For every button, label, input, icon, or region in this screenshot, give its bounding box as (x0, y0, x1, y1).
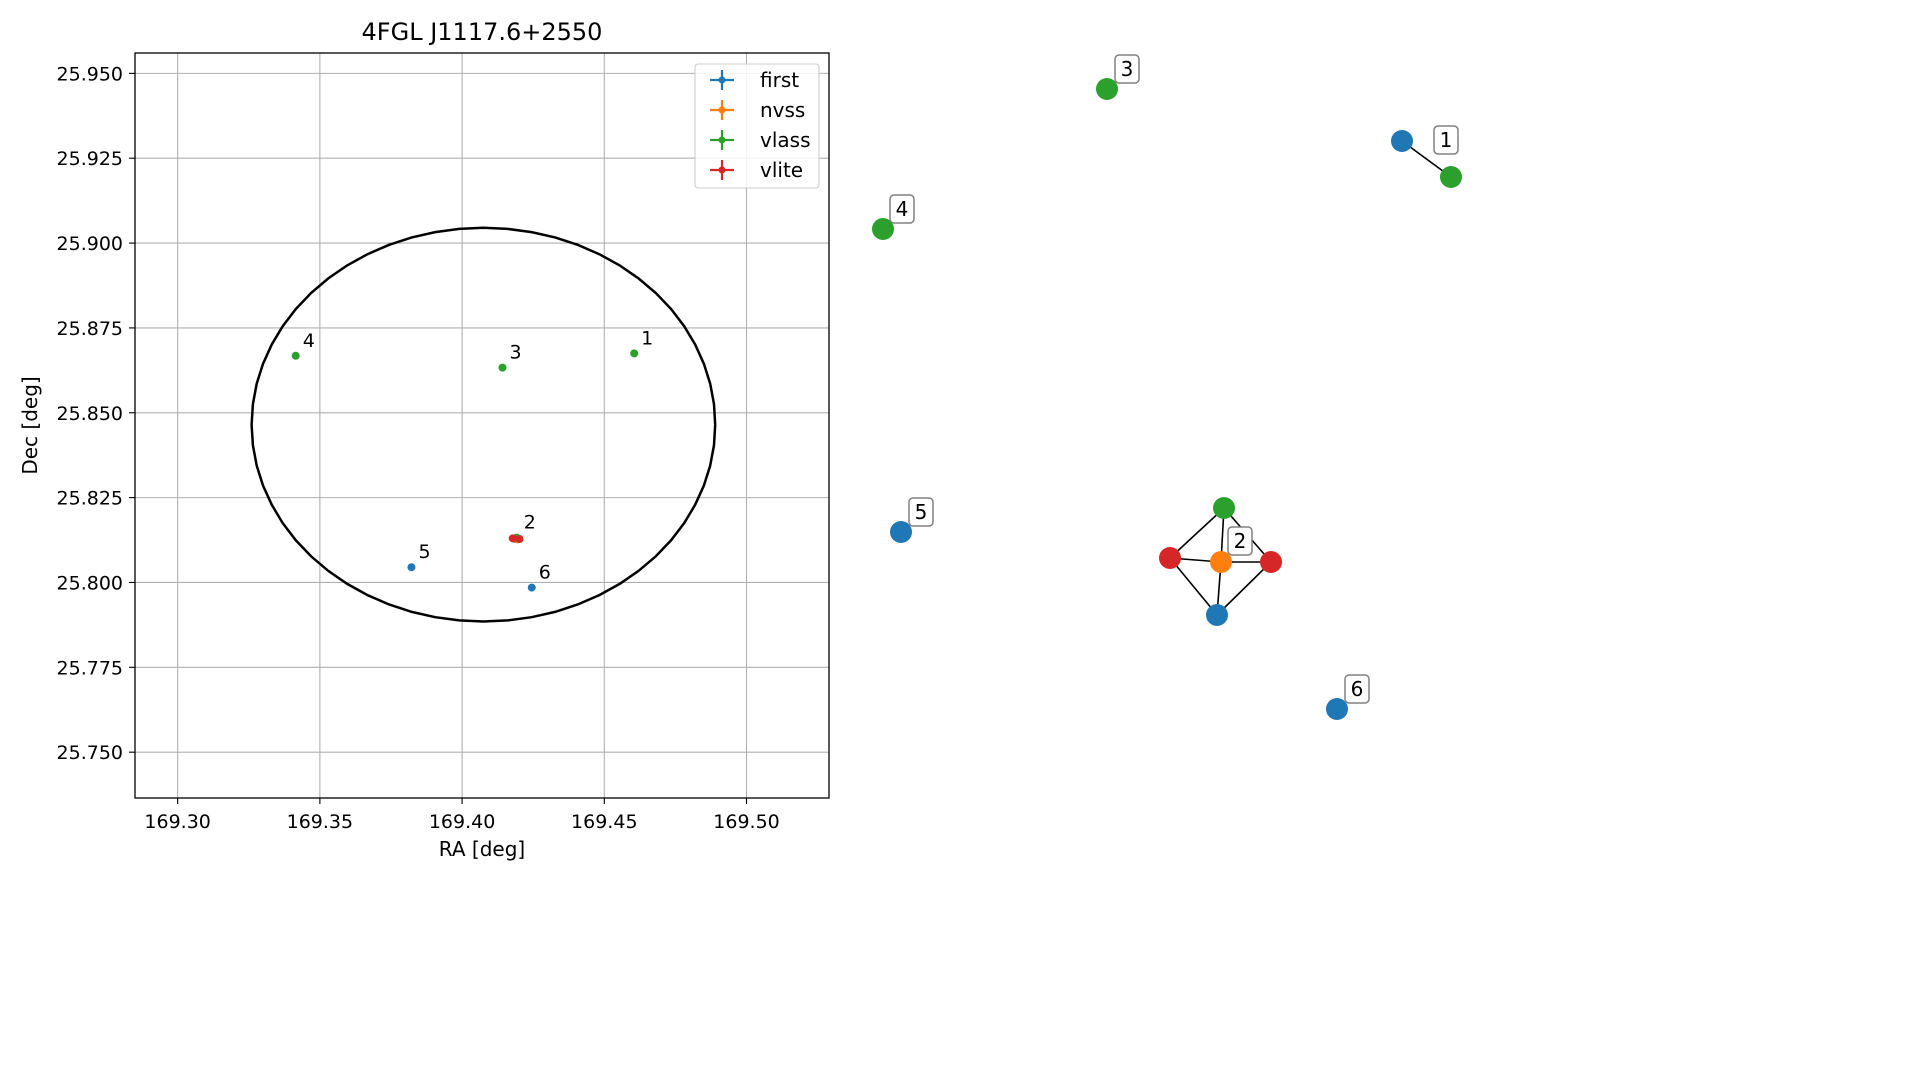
legend-marker-dot (718, 136, 726, 144)
point-vlass (498, 363, 507, 372)
graph-node (1326, 698, 1348, 720)
point-label: 1 (641, 327, 653, 349)
legend-label: nvss (760, 98, 805, 122)
point-vlite (515, 535, 524, 544)
graph-node (1096, 78, 1118, 100)
y-tick-label: 25.925 (57, 148, 123, 170)
graph-node (872, 218, 894, 240)
graph-edge (1216, 561, 1272, 616)
point-vlite (508, 534, 517, 543)
point-label: 4 (303, 330, 315, 352)
y-tick-label: 25.950 (57, 63, 123, 85)
graph-node (1391, 130, 1413, 152)
group-label-box (1344, 674, 1370, 704)
group-label: 1 (1433, 125, 1459, 155)
group-label-text: 3 (1121, 57, 1134, 81)
y-tick-label: 25.825 (57, 488, 123, 510)
x-tick-label: 169.50 (713, 811, 779, 833)
graph-node (1440, 166, 1462, 188)
point-label: 2 (524, 512, 536, 534)
group-label: 5 (908, 497, 934, 527)
x-tick-label: 169.40 (429, 811, 495, 833)
point-first (407, 563, 416, 572)
y-tick-label: 25.875 (57, 318, 123, 340)
legend-marker-dot (718, 166, 726, 174)
nodes-layer (872, 78, 1462, 720)
graph-node (1159, 547, 1181, 569)
x-tick-label: 169.30 (144, 811, 210, 833)
plot-frame (134, 52, 830, 799)
legend-item-nvss: nvss (710, 98, 805, 122)
point-vlass (630, 349, 639, 358)
graph-node (890, 521, 912, 543)
graph-node (1260, 551, 1282, 573)
group-label: 3 (1114, 54, 1140, 84)
group-label-text: 2 (1234, 529, 1247, 553)
group-label-box (1114, 54, 1140, 84)
graph-edge (1169, 557, 1218, 616)
group-label: 2 (1227, 526, 1253, 556)
point-label: 6 (539, 562, 551, 584)
group-label: 6 (1344, 674, 1370, 704)
group-label-text: 1 (1440, 128, 1453, 152)
graph-node (1206, 604, 1228, 626)
legend-item-vlite: vlite (710, 158, 803, 182)
y-tick-label: 25.800 (57, 572, 123, 594)
points-layer (291, 349, 639, 592)
y-tick-label: 25.850 (57, 403, 123, 425)
legend-label: vlass (760, 128, 811, 152)
group-labels-layer: 1 2 3 4 5 6 (889, 54, 1459, 704)
group-label-text: 5 (915, 500, 928, 524)
y-axis-label: Dec [deg] (18, 376, 42, 474)
legend-marker-dot (718, 76, 726, 84)
y-tick-label: 25.900 (57, 233, 123, 255)
point-vlass (291, 351, 300, 360)
group-label-box (1227, 526, 1253, 556)
legend-item-vlass: vlass (710, 128, 811, 152)
point-first (527, 583, 536, 592)
group-label-text: 4 (896, 197, 909, 221)
x-tick-label: 169.45 (571, 811, 637, 833)
legend-item-first: first (710, 68, 799, 92)
point-label: 3 (509, 342, 521, 364)
legend-marker-dot (718, 106, 726, 114)
legend-label: vlite (760, 158, 803, 182)
graph-node (1213, 497, 1235, 519)
group-label-box (1433, 125, 1459, 155)
tick-layer: 169.30 169.35 169.40 169.45 169.50 25.750 25.7… (57, 63, 780, 833)
point-labels-layer: 5 6 1 3 4 2 (303, 327, 654, 583)
localization-ellipse (250, 226, 717, 623)
point-label: 5 (418, 541, 430, 563)
group-label-text: 6 (1351, 677, 1364, 701)
chart-title: 4FGL J1117.6+2550 (362, 18, 603, 46)
legend-label: first (760, 68, 799, 92)
ellipse-layer (250, 226, 717, 623)
scatter-axes: 5 6 1 3 4 2 169.30 169.35 169.40 169.45 169.50 25.… (18, 18, 830, 861)
x-axis-label: RA [deg] (439, 837, 525, 861)
legend: first nvss vlass vlite (694, 63, 820, 189)
x-tick-label: 169.35 (287, 811, 353, 833)
network-graph: 1 2 3 4 5 6 (872, 54, 1462, 720)
group-label: 4 (889, 194, 915, 224)
group-label-box (908, 497, 934, 527)
graph-node (1210, 551, 1232, 573)
y-tick-label: 25.750 (57, 742, 123, 764)
group-label-box (889, 194, 915, 224)
graph-edge (1169, 507, 1225, 559)
y-tick-label: 25.775 (57, 657, 123, 679)
legend-box (694, 63, 820, 189)
